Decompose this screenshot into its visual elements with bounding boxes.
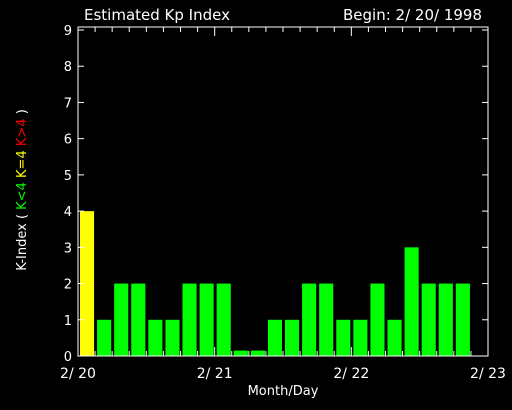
chart-title: Estimated Kp Index bbox=[84, 6, 230, 24]
kp-bar bbox=[387, 319, 402, 356]
chart-subtitle: Begin: 2/ 20/ 1998 bbox=[343, 6, 482, 24]
y-tick-label: 5 bbox=[64, 169, 72, 184]
kp-bar bbox=[165, 319, 180, 356]
kp-bar bbox=[336, 319, 351, 356]
kp-bar bbox=[114, 283, 129, 356]
kp-bar bbox=[267, 319, 282, 356]
kp-bar bbox=[404, 247, 419, 356]
kp-bar bbox=[285, 319, 300, 356]
kp-bar bbox=[455, 283, 470, 356]
x-tick-label: 2/ 21 bbox=[197, 366, 233, 382]
kp-bar bbox=[250, 350, 265, 356]
x-tick-label: 2/ 23 bbox=[470, 366, 506, 382]
kp-bar bbox=[421, 283, 436, 356]
kp-bar bbox=[182, 283, 197, 356]
bars-group bbox=[80, 211, 470, 356]
y-label-suffix: ) bbox=[15, 109, 30, 118]
kp-bar bbox=[199, 283, 214, 356]
y-label-prefix: K-Index ( bbox=[15, 210, 30, 271]
x-axis-label: Month/Day bbox=[248, 384, 319, 399]
kp-bar bbox=[353, 319, 368, 356]
y-tick-label: 7 bbox=[64, 96, 72, 111]
kp-bar bbox=[148, 319, 163, 356]
kp-bar bbox=[319, 283, 334, 356]
y-tick-label: 6 bbox=[64, 133, 72, 148]
kp-bar bbox=[233, 350, 248, 356]
y-axis: 0 1 2 3 4 5 6 7 8 9 bbox=[64, 24, 488, 365]
y-tick-label: 2 bbox=[64, 278, 72, 293]
kp-bar bbox=[438, 283, 453, 356]
y-tick-label: 3 bbox=[64, 241, 72, 256]
x-tick-label: 2/ 20 bbox=[60, 366, 96, 382]
y-axis-label: K-Index ( K<4 K=4 K>4 ) bbox=[15, 109, 30, 271]
y-tick-label: 0 bbox=[64, 350, 72, 365]
x-axis: 2/ 20 2/ 21 2/ 22 2/ 23 bbox=[60, 27, 506, 382]
kp-bar bbox=[97, 319, 112, 356]
kp-bar bbox=[131, 283, 146, 356]
x-tick-label: 2/ 22 bbox=[333, 366, 369, 382]
y-tick-label: 4 bbox=[64, 205, 72, 220]
y-tick-label: 8 bbox=[64, 60, 72, 75]
y-tick-label: 1 bbox=[64, 314, 72, 329]
kp-bar bbox=[302, 283, 317, 356]
y-label-legend-1: K=4 bbox=[15, 150, 30, 178]
kp-bar bbox=[370, 283, 385, 356]
y-label-legend-0: K<4 bbox=[15, 182, 30, 210]
y-label-legend-2: K>4 bbox=[15, 118, 30, 146]
y-tick-label: 9 bbox=[64, 24, 72, 39]
kp-bar bbox=[216, 283, 231, 356]
